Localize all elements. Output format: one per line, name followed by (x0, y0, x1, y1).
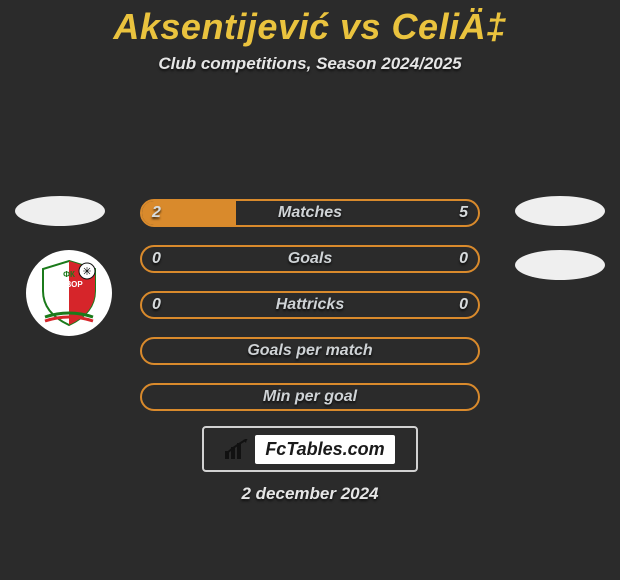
javor-logo-icon: ФК ЈАВОР (33, 257, 105, 329)
brand-chart-icon (225, 439, 251, 459)
comparison-title: Aksentijević vs CeliÄ‡ (0, 0, 620, 48)
stat-bar: Goals per match (140, 337, 480, 365)
right-player-badge-oval (515, 196, 605, 226)
stat-bar: 0 0 Hattricks (140, 291, 480, 319)
stat-bar-label: Min per goal (263, 388, 357, 406)
stat-bar-value-left: 0 (152, 296, 161, 314)
left-team-logo-badge: ФК ЈАВОР (26, 250, 112, 336)
stat-bar: Min per goal (140, 383, 480, 411)
stat-bar-value-right: 0 (459, 250, 468, 268)
stat-bar: 2 5 Matches (140, 199, 480, 227)
svg-text:ЈАВОР: ЈАВОР (55, 280, 83, 289)
svg-text:ФК: ФК (63, 270, 75, 279)
stat-bar-label: Hattricks (276, 296, 344, 314)
brand-text: FcTables.com (255, 435, 394, 464)
stat-bar-value-right: 5 (459, 204, 468, 222)
stat-bar-value-right: 0 (459, 296, 468, 314)
right-team-badge-oval (515, 250, 605, 280)
stat-bars: 2 5 Matches 0 0 Goals 0 0 Hattricks Goals per mat… (140, 199, 480, 429)
stat-bar-label: Matches (278, 204, 342, 222)
stat-bar: 0 0 Goals (140, 245, 480, 273)
brand-box[interactable]: FcTables.com (202, 426, 418, 472)
stat-bar-value-left: 2 (152, 204, 161, 222)
generation-date: 2 december 2024 (0, 484, 620, 504)
stat-bar-label: Goals per match (247, 342, 372, 360)
comparison-subtitle: Club competitions, Season 2024/2025 (0, 54, 620, 74)
left-player-badge-oval (15, 196, 105, 226)
stat-bar-value-left: 0 (152, 250, 161, 268)
stat-bar-label: Goals (288, 250, 332, 268)
